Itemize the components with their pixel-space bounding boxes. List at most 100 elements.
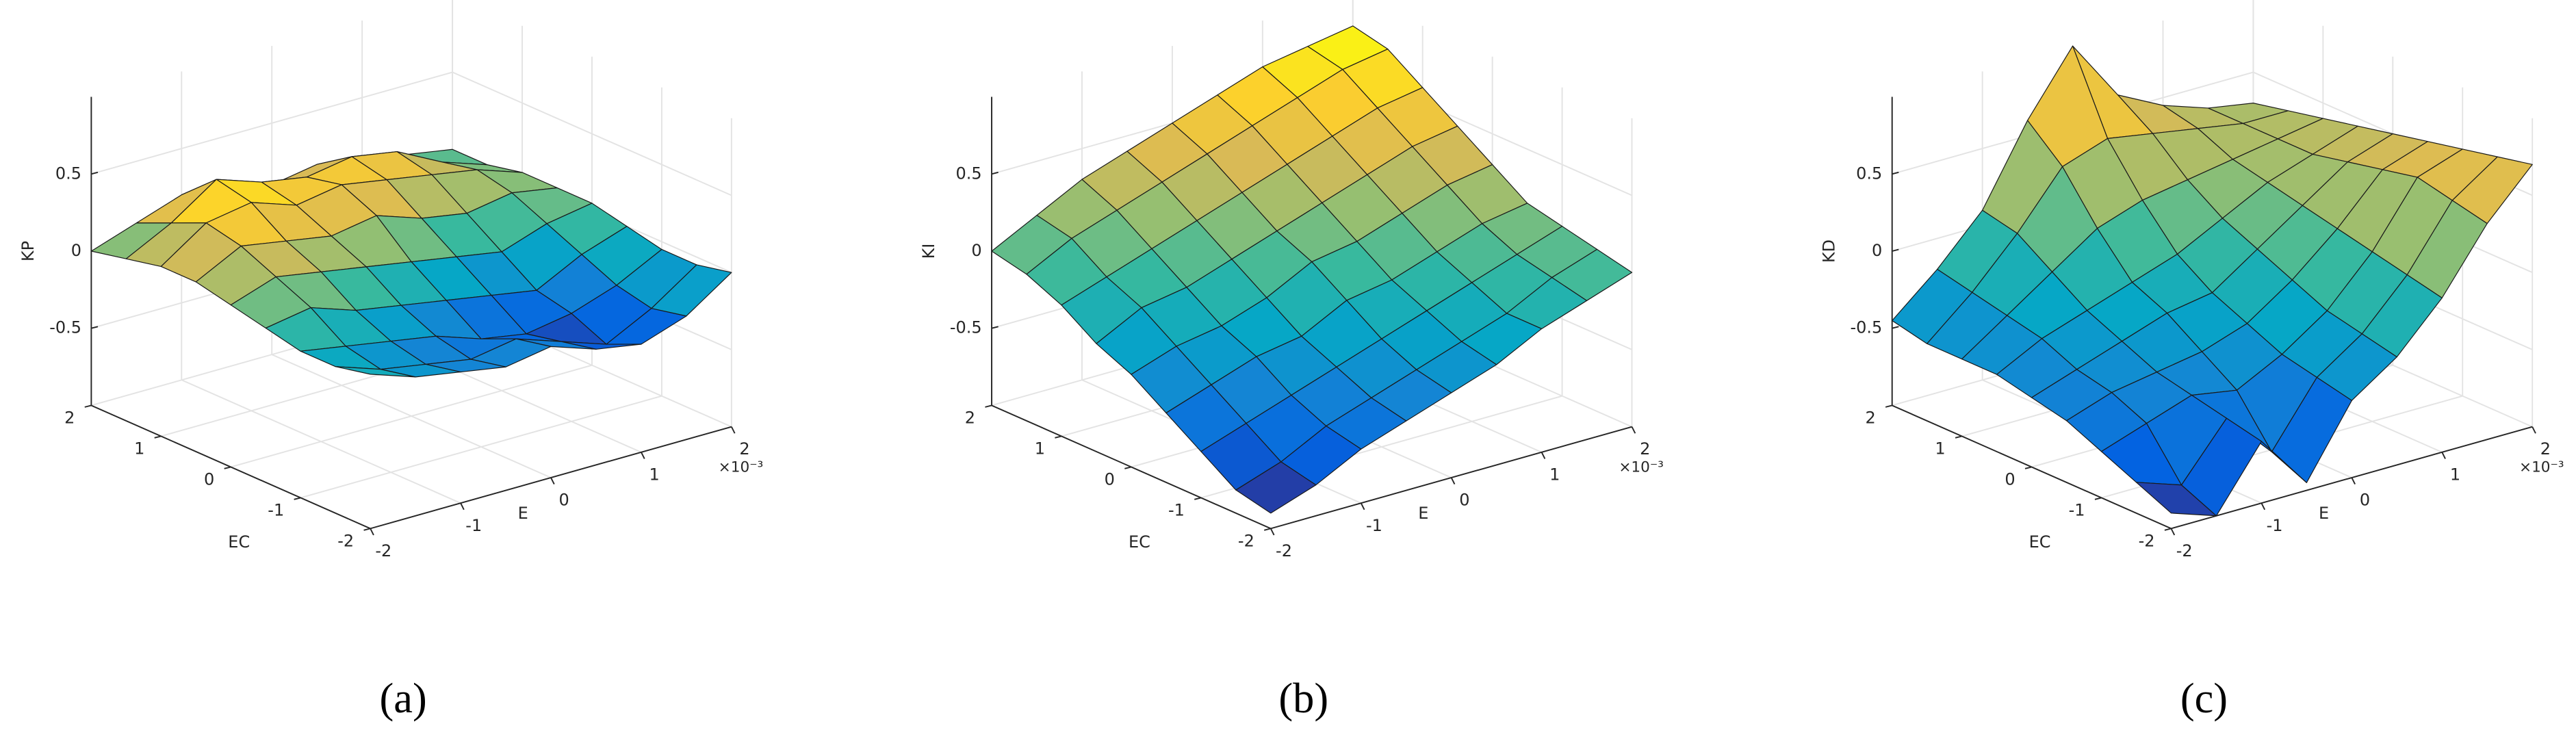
y-tick <box>1055 435 1062 439</box>
x-tick <box>730 426 736 434</box>
y-tick <box>1124 466 1132 469</box>
y-tick <box>1194 497 1202 500</box>
y-tick <box>2164 528 2172 531</box>
z-tick-label: 0.5 <box>1856 164 1882 183</box>
x-axis-label: E <box>2319 504 2329 523</box>
x-tick <box>2261 502 2266 510</box>
axis-multiplier: ×10⁻³ <box>719 459 764 476</box>
y-tick <box>84 404 92 408</box>
x-tick <box>1270 528 1275 536</box>
x-tick-label: 0 <box>2360 491 2370 510</box>
y-tick-label: -1 <box>268 501 284 520</box>
y-tick-label: 0 <box>204 470 214 489</box>
y-tick <box>1263 528 1272 531</box>
x-tick-label: 2 <box>2540 439 2551 458</box>
x-tick-label: 1 <box>2450 465 2460 484</box>
z-tick <box>1892 248 1899 252</box>
y-tick-label: 0 <box>2005 470 2015 489</box>
x-tick <box>2441 452 2446 459</box>
z-tick-label: 0 <box>71 241 81 260</box>
z-axis-label: KD <box>1820 240 1839 263</box>
z-tick-label: 0.5 <box>956 164 982 183</box>
z-tick-label: -0.5 <box>49 318 81 337</box>
x-tick-label: 2 <box>1640 439 1650 458</box>
x-axis-label: E <box>1418 504 1428 523</box>
x-tick-label: -1 <box>465 516 482 535</box>
grid-line <box>452 71 732 196</box>
x-tick-label: -2 <box>2176 541 2193 560</box>
y-axis-label: EC <box>1129 532 1150 552</box>
y-tick-label: 2 <box>965 409 975 428</box>
x-tick <box>1360 502 1365 510</box>
y-tick <box>985 404 992 408</box>
y-tick-label: -2 <box>1238 532 1254 551</box>
x-tick-label: 1 <box>649 465 659 484</box>
y-tick-label: -1 <box>2069 501 2085 520</box>
surface-patch <box>2135 482 2217 517</box>
x-axis-label: E <box>518 504 528 523</box>
z-axis-label: KI <box>919 244 938 259</box>
x-tick-label: -2 <box>375 541 391 560</box>
x-tick <box>2532 426 2536 434</box>
z-tick-label: -0.5 <box>950 318 982 337</box>
x-tick-label: 1 <box>1549 465 1560 484</box>
x-tick <box>641 452 645 459</box>
grid-line <box>231 364 593 468</box>
y-tick-label: 1 <box>1935 439 1945 458</box>
y-axis-label: EC <box>228 532 250 552</box>
x-tick <box>550 477 555 485</box>
x-tick-label: -1 <box>2267 516 2283 535</box>
z-tick-label: 0 <box>971 241 981 260</box>
x-tick-label: 0 <box>559 491 569 510</box>
z-tick <box>1892 171 1899 175</box>
x-tick <box>1541 452 1546 459</box>
y-tick <box>2094 497 2102 500</box>
z-tick <box>91 171 99 175</box>
x-tick-label: 0 <box>1459 491 1469 510</box>
axis-multiplier: ×10⁻³ <box>2519 459 2564 476</box>
x-tick <box>460 502 465 510</box>
z-tick-label: 0.5 <box>55 164 81 183</box>
y-tick-label: 1 <box>134 439 144 458</box>
y-tick-label: 0 <box>1105 470 1115 489</box>
x-tick <box>2351 477 2356 485</box>
surface-patch <box>335 366 416 378</box>
x-tick <box>2170 528 2176 536</box>
caption: (b) <box>1278 675 1328 722</box>
y-tick-label: 2 <box>64 409 75 428</box>
x-tick-label: 2 <box>739 439 749 458</box>
x-tick <box>370 528 374 536</box>
x-tick <box>1450 477 1456 485</box>
x-tick-label: -1 <box>1366 516 1382 535</box>
caption: (c) <box>2180 675 2228 722</box>
surface-patch <box>1235 461 1317 514</box>
y-tick <box>363 528 371 531</box>
y-tick <box>294 497 301 500</box>
x-tick-label: -2 <box>1276 541 1292 560</box>
y-tick-label: -2 <box>2139 532 2155 551</box>
y-tick-label: -1 <box>1168 501 1185 520</box>
z-tick-label: 0 <box>1872 241 1882 260</box>
y-axis-label: EC <box>2029 532 2051 552</box>
y-tick-label: 2 <box>1865 409 1875 428</box>
y-tick <box>224 466 231 469</box>
y-tick <box>2024 466 2032 469</box>
z-tick-label: -0.5 <box>1851 318 1883 337</box>
x-tick <box>1631 426 1636 434</box>
y-tick <box>1885 404 1892 408</box>
y-tick-label: -2 <box>337 532 354 551</box>
z-axis-label: KP <box>18 241 38 261</box>
grid-line <box>91 71 453 175</box>
caption: (a) <box>380 675 427 722</box>
y-tick <box>154 435 162 439</box>
y-tick <box>1955 435 1962 439</box>
z-tick <box>991 326 999 329</box>
z-tick <box>991 171 999 175</box>
axis-multiplier: ×10⁻³ <box>1619 459 1664 476</box>
grid-line <box>300 395 662 499</box>
y-tick-label: 1 <box>1035 439 1045 458</box>
z-tick <box>1892 326 1899 329</box>
z-tick <box>91 326 99 329</box>
